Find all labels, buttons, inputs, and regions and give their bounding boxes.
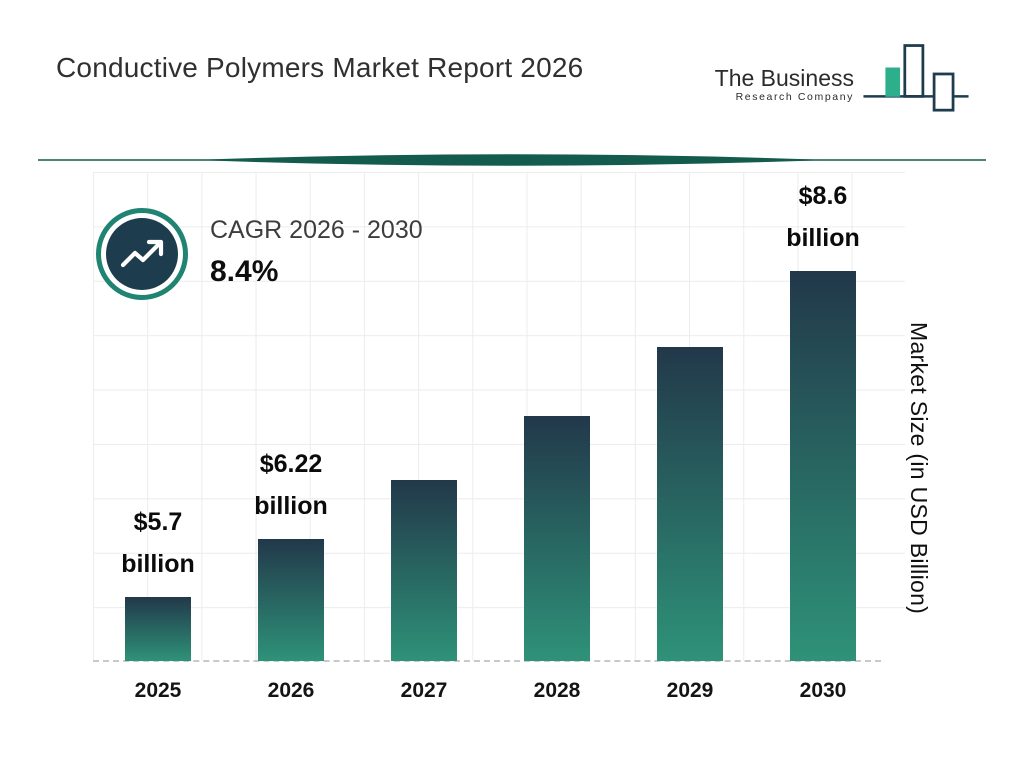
bar-2025	[125, 597, 191, 661]
cagr-text: CAGR 2026 - 2030 8.4%	[210, 208, 423, 289]
divider-line	[38, 154, 986, 166]
data-label-2030: $8.6 billion	[786, 182, 860, 252]
data-label-2026: $6.22 billion	[254, 449, 328, 520]
x-tick-2027: 2027	[400, 679, 448, 702]
bar-2026	[258, 538, 324, 661]
x-tick-2025: 2025	[134, 679, 182, 702]
cagr-value: 8.4%	[210, 255, 279, 288]
x-tick-2030: 2030	[799, 679, 847, 702]
trend-arrow-glyph	[120, 239, 164, 268]
company-logo-text: The Business Research Company	[715, 66, 854, 103]
bar-2029	[657, 347, 723, 661]
x-tick-2026: 2026	[267, 679, 315, 702]
trend-up-icon	[96, 208, 188, 300]
cagr-callout: CAGR 2026 - 2030 8.4%	[96, 208, 423, 300]
logo-bar-chart-icon	[863, 44, 969, 112]
bar-2027	[391, 480, 457, 661]
company-logo: The Business Research Company	[715, 38, 972, 122]
x-axis-line	[93, 660, 881, 662]
y-axis-title: Market Size (in USD Billion)	[906, 321, 932, 615]
page-title: Conductive Polymers Market Report 2026	[56, 52, 584, 83]
cagr-label: CAGR 2026 - 2030	[210, 216, 423, 244]
x-tick-2028: 2028	[533, 679, 581, 702]
chart-grid	[93, 172, 905, 661]
data-label-2025: $5.7 billion	[121, 508, 195, 578]
company-logo-name: The Business	[714, 65, 854, 91]
company-logo-subname: Research Company	[735, 91, 854, 104]
bar-2030	[790, 271, 856, 661]
bar-2028	[524, 416, 590, 661]
x-tick-2029: 2029	[666, 679, 714, 702]
trend-up-icon-circle	[106, 218, 178, 290]
